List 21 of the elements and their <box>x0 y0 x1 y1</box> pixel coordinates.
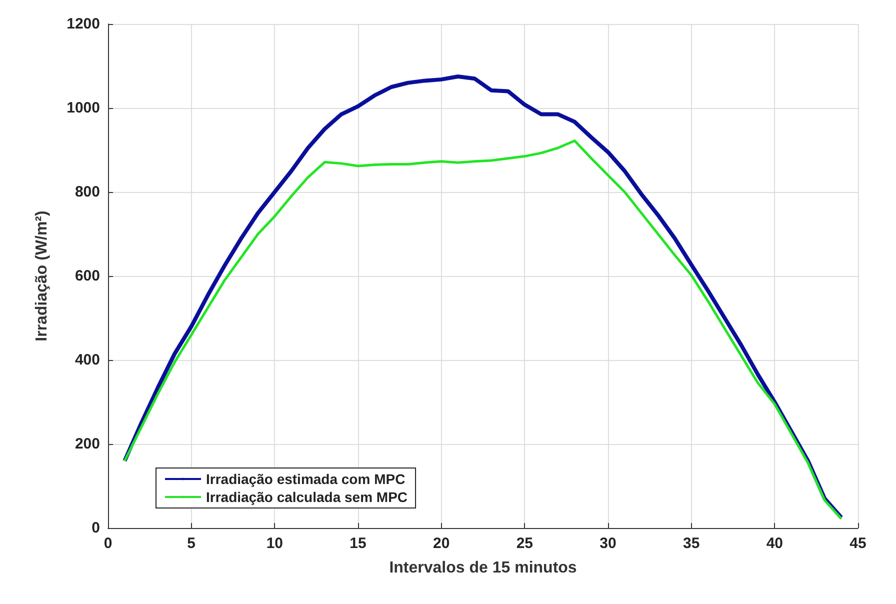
x-tick-label: 5 <box>187 535 196 552</box>
x-tick-label: 30 <box>600 535 616 552</box>
y-tick-label: 1200 <box>66 16 100 32</box>
x-axis-title: Intervalos de 15 minutos <box>389 560 577 576</box>
y-tick-label: 600 <box>74 268 100 284</box>
x-tick-label: 45 <box>850 535 866 552</box>
y-tick-label: 800 <box>74 184 100 200</box>
y-tick-label: 200 <box>74 436 100 452</box>
y-tick-label: 400 <box>74 352 100 368</box>
x-tick-label: 0 <box>104 535 112 552</box>
x-tick-label: 10 <box>266 535 284 552</box>
x-tick-label: 40 <box>766 535 784 552</box>
legend-label: Irradiação estimada com MPC <box>206 471 406 487</box>
x-tick-label: 25 <box>516 535 534 552</box>
y-tick-label: 0 <box>92 520 100 536</box>
x-tick-label: 35 <box>682 535 700 552</box>
y-tick-label: 1000 <box>66 100 100 116</box>
y-axis-title: Irradiação (W/m²) <box>34 210 50 342</box>
legend-label: Irradiação calculada sem MPC <box>206 489 408 505</box>
x-tick-label: 20 <box>432 535 450 552</box>
x-tick-label: 15 <box>350 535 366 552</box>
